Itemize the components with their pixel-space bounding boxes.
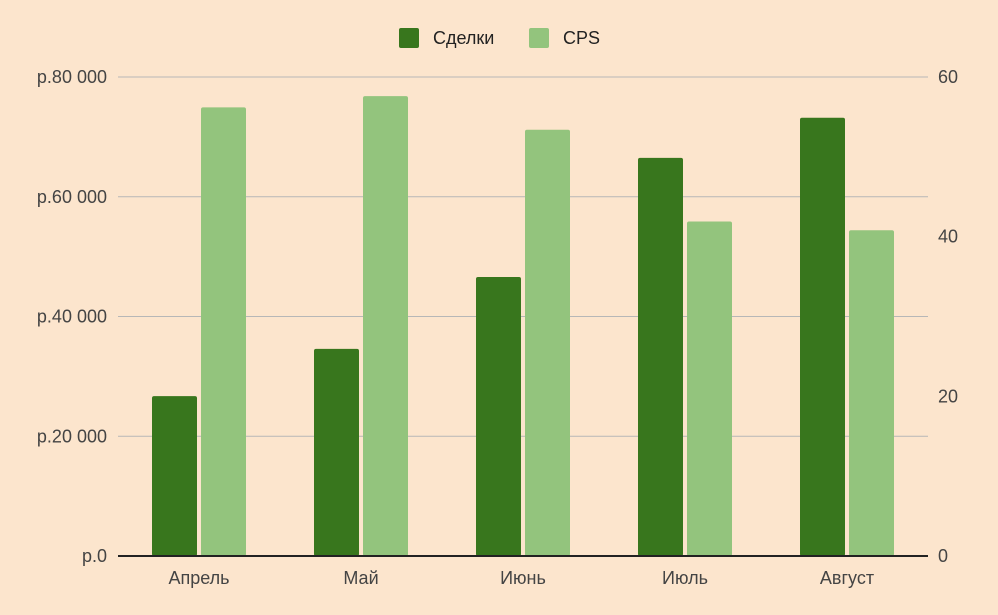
legend-swatch-deals xyxy=(399,28,419,48)
legend-label-cps: CPS xyxy=(563,28,600,48)
bar-cps xyxy=(525,129,570,556)
category-label: Май xyxy=(343,568,378,588)
category-label: Июль xyxy=(662,568,708,588)
bar-cps xyxy=(687,221,732,556)
legend-label-deals: Сделки xyxy=(433,28,494,48)
bar-cps xyxy=(201,107,246,556)
bar-deals xyxy=(314,348,359,556)
bar-deals xyxy=(638,157,683,557)
legend: Сделки CPS xyxy=(399,28,600,48)
right-tick-label: 60 xyxy=(938,67,958,87)
bars xyxy=(152,96,894,557)
category-label: Август xyxy=(820,568,874,588)
bar-deals xyxy=(152,396,197,556)
left-tick-label: р.0 xyxy=(82,546,107,566)
right-tick-label: 20 xyxy=(938,386,958,406)
bar-cps xyxy=(849,230,894,556)
right-axis-ticks: 0 20 40 60 xyxy=(938,67,958,566)
left-tick-label: р.40 000 xyxy=(37,307,107,327)
legend-swatch-cps xyxy=(529,28,549,48)
right-tick-label: 0 xyxy=(938,546,948,566)
gridlines xyxy=(118,76,928,437)
category-labels: Апрель Май Июнь Июль Август xyxy=(168,568,874,588)
left-tick-label: р.20 000 xyxy=(37,426,107,446)
category-label: Апрель xyxy=(168,568,229,588)
bar-cps xyxy=(363,96,408,556)
bar-deals xyxy=(476,276,521,556)
right-tick-label: 40 xyxy=(938,227,958,247)
bar-deals xyxy=(800,117,845,556)
left-axis-ticks: р.0 р.20 000 р.40 000 р.60 000 р.80 000 xyxy=(37,67,107,566)
left-tick-label: р.60 000 xyxy=(37,187,107,207)
category-label: Июнь xyxy=(500,568,546,588)
left-tick-label: р.80 000 xyxy=(37,67,107,87)
